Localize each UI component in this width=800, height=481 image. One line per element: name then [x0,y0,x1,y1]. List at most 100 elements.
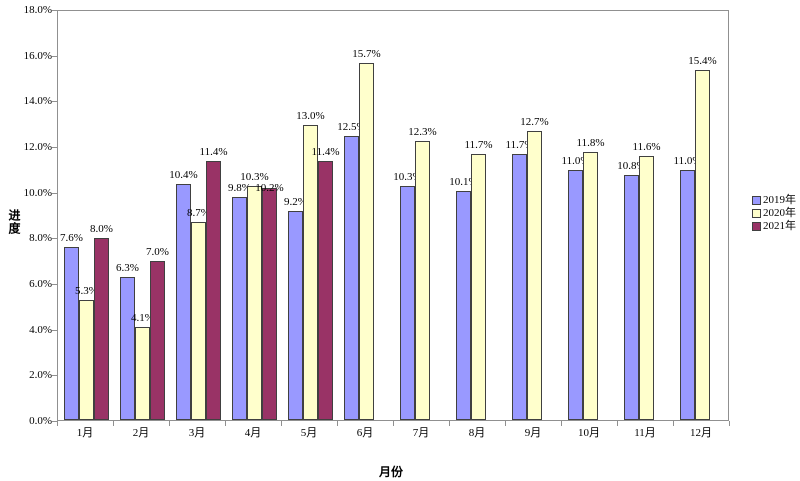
y-tick-label: 14.0% [23,95,52,107]
x-tick-mark [113,421,114,426]
data-label: 11.6% [632,141,661,153]
y-tick-label: 8.0% [29,232,52,244]
x-tick-mark [729,421,730,426]
y-axis-title: 进度 [7,209,21,235]
bar [512,154,527,420]
y-tick-mark [52,330,57,331]
bar [64,247,79,420]
legend-label: 2020年 [763,207,796,219]
y-tick-mark [52,238,57,239]
bar [344,136,359,420]
bar [120,277,135,420]
bar [456,191,471,420]
data-label: 11.8% [576,137,605,149]
data-label: 8.0% [90,223,113,235]
bar [400,186,415,420]
x-tick-label: 3月 [188,427,206,439]
bar [232,197,247,420]
y-tick-label: 4.0% [29,324,52,336]
legend-item: 2019年 [752,194,796,207]
bar [288,211,303,420]
bar [150,261,165,420]
x-tick-mark [337,421,338,426]
bar [262,188,277,420]
bar [176,184,191,420]
legend-label: 2021年 [763,220,796,232]
bar [415,141,430,420]
bar [206,161,221,420]
data-label: 10.2% [255,182,284,194]
legend-swatch [752,222,761,231]
y-tick-label: 18.0% [23,4,52,16]
x-tick-mark [673,421,674,426]
legend-item: 2021年 [752,220,796,233]
bar [527,131,542,420]
x-tick-mark [281,421,282,426]
y-tick-label: 6.0% [29,278,52,290]
data-label: 7.0% [146,246,169,258]
bar [135,327,150,420]
data-label: 5.3% [75,285,98,297]
data-label: 10.4% [169,169,198,181]
x-tick-label: 7月 [412,427,430,439]
x-axis-title: 月份 [378,465,404,479]
y-tick-label: 0.0% [29,415,52,427]
x-tick-label: 4月 [244,427,262,439]
y-tick-mark [52,101,57,102]
data-label: 15.4% [688,55,717,67]
bar [680,170,695,420]
bar [191,222,206,420]
y-tick-mark [52,147,57,148]
x-tick-mark [561,421,562,426]
data-label: 11.0% [673,155,702,167]
y-tick-mark [52,421,57,422]
y-tick-label: 2.0% [29,369,52,381]
bar [303,125,318,420]
y-tick-mark [52,284,57,285]
x-tick-label: 5月 [300,427,318,439]
data-label: 11.4% [311,146,340,158]
data-label: 15.7% [352,48,381,60]
data-label: 11.4% [199,146,228,158]
data-label: 6.3% [116,262,139,274]
y-tick-label: 10.0% [23,187,52,199]
x-tick-label: 8月 [468,427,486,439]
x-tick-label: 11月 [634,427,656,439]
x-tick-mark [617,421,618,426]
x-tick-mark [225,421,226,426]
legend-label: 2019年 [763,194,796,206]
legend-swatch [752,209,761,218]
bar [94,238,109,420]
data-label: 10.1% [449,176,478,188]
x-tick-label: 9月 [524,427,542,439]
bar [247,186,262,420]
data-label: 11.0% [561,155,590,167]
y-tick-mark [52,193,57,194]
bar [624,175,639,420]
bar [471,154,486,420]
data-label: 11.7% [464,139,493,151]
data-label: 10.3% [240,171,269,183]
data-label: 13.0% [296,110,325,122]
legend-item: 2020年 [752,207,796,220]
data-label: 10.8% [617,160,646,172]
data-label: 9.2% [284,196,307,208]
legend-swatch [752,196,761,205]
bar [695,70,710,420]
y-tick-mark [52,56,57,57]
x-tick-mark [393,421,394,426]
bar [79,300,94,420]
data-label: 9.8% [228,182,251,194]
x-tick-mark [449,421,450,426]
bar [568,170,583,420]
bar [639,156,654,420]
x-tick-label: 1月 [76,427,94,439]
data-label: 11.7% [505,139,534,151]
data-label: 7.6% [60,232,83,244]
x-tick-label: 6月 [356,427,374,439]
x-tick-label: 12月 [690,427,712,439]
data-label: 8.7% [187,207,210,219]
x-tick-label: 2月 [132,427,150,439]
bar [359,63,374,420]
